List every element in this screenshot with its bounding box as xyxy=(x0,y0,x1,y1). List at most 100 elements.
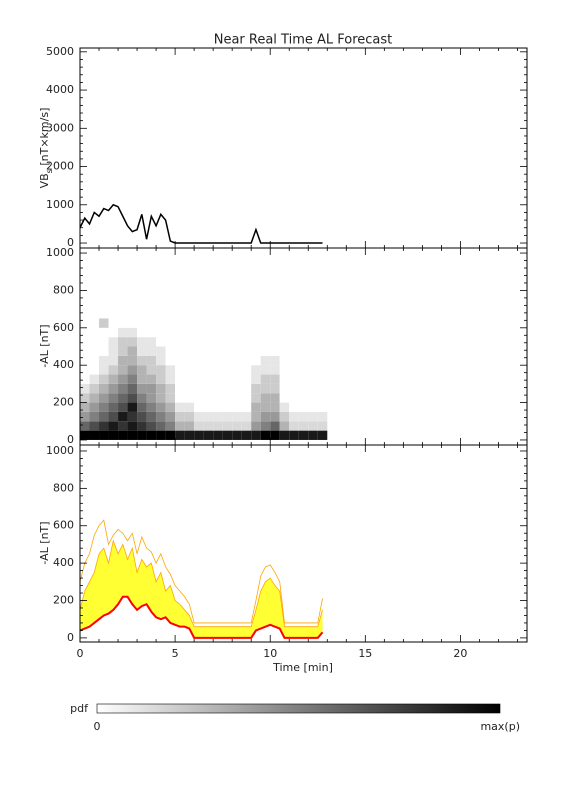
heat-cell xyxy=(127,337,138,347)
heat-cell xyxy=(118,327,128,338)
heat-cell xyxy=(317,402,328,412)
heat-cell xyxy=(165,430,176,440)
heat-cell xyxy=(118,318,128,328)
axes-frame xyxy=(79,444,528,643)
heat-cell xyxy=(146,393,157,403)
heat-cell xyxy=(308,337,318,347)
heat-cell xyxy=(251,337,261,347)
heat-cell xyxy=(108,355,119,366)
heat-cell xyxy=(175,402,185,412)
heat-cell xyxy=(127,383,138,394)
heat-cell xyxy=(184,393,195,403)
heat-cell xyxy=(165,327,176,338)
heat-cell xyxy=(279,365,290,375)
heat-cell xyxy=(89,337,100,347)
heat-cell xyxy=(279,393,290,403)
heat-cell xyxy=(108,318,119,328)
heat-cell xyxy=(184,374,195,384)
axes-frame xyxy=(79,47,528,249)
heat-cell xyxy=(213,327,223,338)
heat-cell xyxy=(251,355,261,366)
heat-cell xyxy=(298,346,309,356)
heat-cell xyxy=(99,327,109,338)
heat-cell xyxy=(279,318,290,328)
heat-cell xyxy=(137,327,147,338)
heat-cell xyxy=(279,430,290,440)
heat-cell xyxy=(251,393,261,403)
y-tick-label: 2000 xyxy=(46,160,74,173)
heat-cell xyxy=(260,421,271,431)
heat-cell xyxy=(146,337,157,347)
heat-cell xyxy=(260,393,271,403)
heat-cell xyxy=(308,411,318,422)
heat-cell xyxy=(184,383,195,394)
heat-cell xyxy=(184,318,195,328)
heat-cell xyxy=(241,402,252,412)
heat-cell xyxy=(99,383,109,394)
heat-cell xyxy=(165,421,176,431)
heat-cell xyxy=(279,402,290,412)
heat-cell xyxy=(260,402,271,412)
heat-cell xyxy=(203,365,214,375)
heat-cell xyxy=(99,411,109,422)
heat-cell xyxy=(222,393,233,403)
heat-cell xyxy=(308,402,318,412)
heat-cell xyxy=(137,346,147,356)
data-line xyxy=(80,203,323,244)
heat-cell xyxy=(289,421,299,431)
heat-cell xyxy=(89,365,100,375)
heat-cell xyxy=(241,383,252,394)
heat-cell xyxy=(156,411,166,422)
heat-cell xyxy=(194,402,204,412)
heat-cell xyxy=(194,383,204,394)
heat-cell xyxy=(89,430,100,440)
heat-cell xyxy=(251,327,261,338)
heat-cell xyxy=(270,421,280,431)
heat-cell xyxy=(203,318,214,328)
heat-cell xyxy=(175,374,185,384)
heat-cell xyxy=(175,327,185,338)
heat-cell xyxy=(260,327,271,338)
heat-cell xyxy=(260,355,271,366)
y-tick-label: 1000 xyxy=(46,246,74,259)
heat-cell xyxy=(222,365,233,375)
heat-cell xyxy=(308,383,318,394)
heat-cell xyxy=(222,327,233,338)
heat-cell xyxy=(213,346,223,356)
heat-cell xyxy=(194,430,204,440)
heat-cell xyxy=(232,318,242,328)
heat-cell xyxy=(251,383,261,394)
heat-cell xyxy=(127,374,138,384)
heat-cell xyxy=(165,365,176,375)
heat-cell xyxy=(89,402,100,412)
heat-cell xyxy=(317,327,328,338)
y-label-sub: s xyxy=(45,169,54,173)
heat-cell xyxy=(213,383,223,394)
heat-cell xyxy=(118,355,128,366)
heat-cell xyxy=(146,411,157,422)
y-label-unit: [nT×km/s] xyxy=(38,108,51,170)
heat-cell xyxy=(289,430,299,440)
heat-cell xyxy=(260,318,271,328)
heat-cell xyxy=(241,327,252,338)
heat-cell xyxy=(127,318,138,328)
heat-cell xyxy=(156,355,166,366)
heat-cell xyxy=(232,421,242,431)
heat-cell xyxy=(251,346,261,356)
heat-cell xyxy=(89,421,100,431)
heat-cell xyxy=(203,430,214,440)
heat-cell xyxy=(289,355,299,366)
heat-cell xyxy=(241,421,252,431)
heat-cell xyxy=(89,411,100,422)
x-tick-label: 20 xyxy=(453,647,467,660)
colorbar-title: pdf xyxy=(70,702,89,715)
heat-cell xyxy=(184,402,195,412)
y-tick-label: 800 xyxy=(53,481,74,494)
heat-cell xyxy=(298,327,309,338)
heat-cell xyxy=(156,365,166,375)
heat-cell xyxy=(298,393,309,403)
heat-cell xyxy=(232,355,242,366)
heat-cell xyxy=(127,402,138,412)
heat-cell xyxy=(317,393,328,403)
